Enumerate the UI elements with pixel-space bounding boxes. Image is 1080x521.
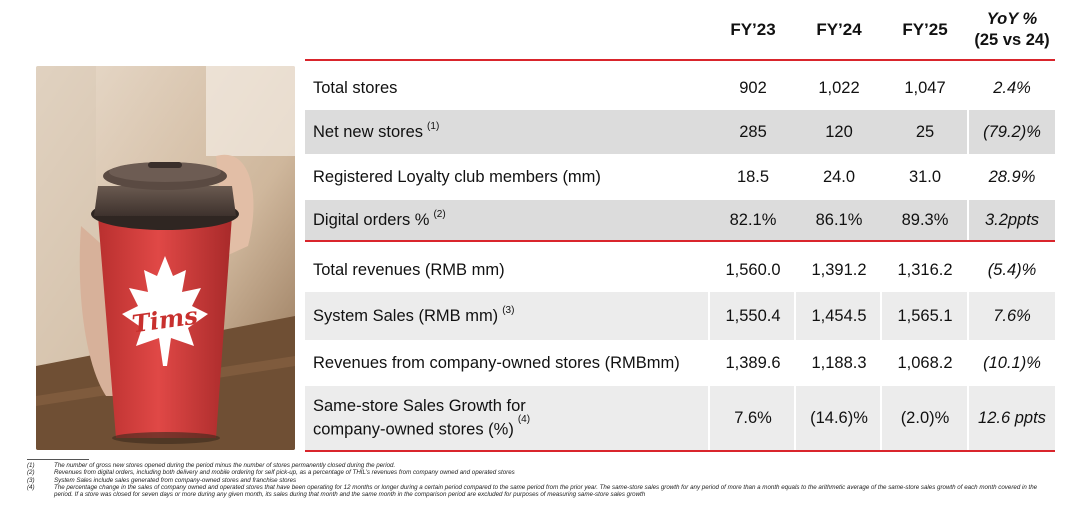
cell-fy25: 1,047 [904,78,946,97]
table-row-same-store-sales-growth: Same-store Sales Growth for company-owne… [305,386,1055,450]
cell-fy23: 1,550.4 [725,306,781,325]
footnote-4: (4) The percentage change in the sales of… [27,483,1038,499]
row-label: Total stores [313,78,398,97]
footnote-2: (2) Revenues from digital orders, includi… [27,469,515,477]
table-row-net-new-stores: Net new stores (1) 285 120 25 (79.2)% [305,110,1055,154]
cell-fy25: 1,068.2 [897,353,953,372]
cell-fy24: 24.0 [822,167,856,186]
table-row-total-revenues: Total revenues (RMB mm) 1,560.0 1,391.2 … [305,248,1055,292]
section-divider [305,240,1055,242]
col-header-fy25: FY’25 [902,20,948,39]
cell-fy23: 18.5 [736,167,770,186]
row-label: Net new stores (1) [313,120,440,141]
cell-fy23: 7.6% [734,408,772,427]
col-header-fy23: FY’23 [730,20,776,39]
cell-fy25: (2.0)% [900,408,950,427]
cell-fy23: 1,560.0 [725,260,781,279]
table-row-digital-orders: Digital orders % (2) 82.1% 86.1% 89.3% 3.… [305,200,1055,240]
row-label: Same-store Sales Growth for company-owne… [313,397,531,439]
cell-yoy: (79.2)% [983,122,1041,141]
row-label: Revenues from company-owned stores (RMBm… [313,353,680,372]
cell-fy24: 1,454.5 [811,306,867,325]
footnote-ref: (4) [517,414,531,426]
col-header-fy24: FY’24 [816,20,862,39]
row-label: Registered Loyalty club members (mm) [313,167,601,186]
col-header-yoy: YoY % (25 vs 24) [969,0,1055,60]
cell-fy25: 31.0 [908,167,942,186]
cell-yoy: 3.2ppts [984,210,1040,229]
cell-fy23: 902 [739,78,767,97]
footnote-1: (1) The number of gross new stores opened… [27,462,396,469]
cell-fy23: 285 [739,122,767,141]
table-row-loyalty-members: Registered Loyalty club members (mm) 18.… [305,154,1055,200]
table-row-company-owned-revenues: Revenues from company-owned stores (RMBm… [305,340,1055,386]
cell-fy25: 89.3% [901,210,949,229]
row-label: Digital orders % (2) [313,208,446,229]
cell-fy23: 1,389.6 [725,353,781,372]
cell-yoy: 12.6 ppts [978,408,1046,427]
footnotes: (1) The number of gross new stores opened… [27,462,1057,498]
row-label: System Sales (RMB mm) (3) [313,304,515,325]
header-divider [305,59,1055,61]
cell-fy24: 120 [825,122,853,141]
cell-fy24: 1,022 [818,78,860,97]
footnote-3: (3) System Sales include sales generated … [27,476,297,484]
table-row-system-sales: System Sales (RMB mm) (3) 1,550.4 1,454.5… [305,292,1055,340]
footnote-ref: (1) [427,120,440,132]
cell-fy25: 25 [915,122,935,141]
cell-fy25: 1,565.1 [897,306,953,325]
coffee-cup-photo: Tims [36,66,295,450]
cell-fy24: 1,188.3 [811,353,867,372]
table-header: FY’23 FY’24 FY’25 YoY % (25 vs 24) [305,0,1055,60]
footnote-rule [27,459,89,460]
table-row-total-stores: Total stores 902 1,022 1,047 2.4% [305,66,1055,110]
cell-fy24: 86.1% [815,210,863,229]
cell-fy24: (14.6)% [810,408,868,427]
cell-yoy: 28.9% [988,167,1036,186]
cell-yoy: 7.6% [993,306,1031,325]
cell-yoy: 2.4% [993,78,1031,97]
cell-yoy: (10.1)% [983,353,1041,372]
table-bottom-rule [305,450,1055,452]
cell-fy23: 82.1% [729,210,777,229]
cell-fy25: 1,316.2 [897,260,953,279]
yoy-header-line2: (25 vs 24) [974,31,1050,49]
cell-fy24: 1,391.2 [811,260,867,279]
row-label: Total revenues (RMB mm) [313,260,505,279]
footnote-ref: (2) [433,208,446,220]
cell-yoy: (5.4)% [987,260,1037,279]
yoy-header-line1: YoY % [986,10,1038,28]
footnote-ref: (3) [502,304,515,316]
